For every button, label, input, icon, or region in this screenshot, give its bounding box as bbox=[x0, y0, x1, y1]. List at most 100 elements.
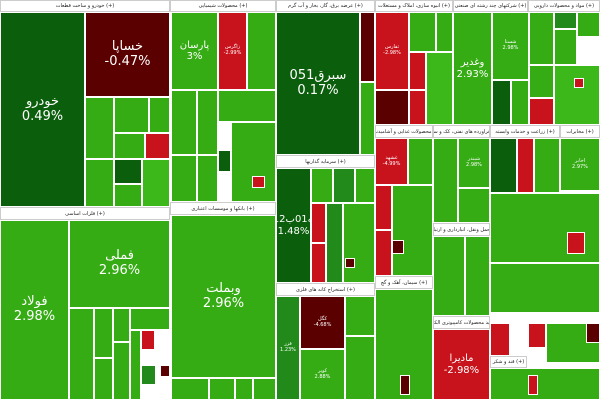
tile[interactable] bbox=[114, 159, 142, 184]
sector-header[interactable]: خودرو و ساخت قطعات (+) bbox=[0, 0, 170, 12]
tile[interactable] bbox=[554, 65, 600, 125]
tile[interactable] bbox=[171, 155, 197, 202]
tile[interactable] bbox=[392, 240, 404, 254]
tile-parsan[interactable]: پارسان 3% bbox=[171, 12, 218, 90]
tile[interactable] bbox=[113, 308, 130, 342]
tile-kavir[interactable]: کویر 2.88% bbox=[300, 349, 345, 400]
tile[interactable] bbox=[426, 52, 453, 125]
tile[interactable] bbox=[218, 150, 231, 172]
tile[interactable] bbox=[577, 12, 600, 37]
tile[interactable] bbox=[392, 185, 433, 276]
tile-kogol[interactable]: کگل -4.68% bbox=[300, 296, 345, 349]
tile[interactable] bbox=[436, 12, 453, 52]
tile[interactable] bbox=[171, 378, 209, 400]
sector-header[interactable]: فلزات اساسی (+) bbox=[0, 207, 170, 220]
tile-sbargh[interactable]: سبرق051 0.17% bbox=[276, 12, 360, 155]
tile[interactable] bbox=[343, 203, 375, 283]
tile[interactable] bbox=[529, 65, 554, 98]
tile[interactable] bbox=[375, 230, 392, 276]
tile[interactable] bbox=[490, 263, 600, 313]
tile[interactable] bbox=[171, 90, 197, 155]
tile-khodro[interactable]: خودرو 0.49% bbox=[0, 12, 85, 207]
tile[interactable] bbox=[567, 232, 585, 254]
tile[interactable] bbox=[517, 138, 534, 193]
tile[interactable] bbox=[114, 97, 149, 133]
tile[interactable] bbox=[574, 78, 584, 88]
tile[interactable] bbox=[554, 12, 577, 29]
tile[interactable] bbox=[247, 12, 276, 90]
tile[interactable] bbox=[465, 236, 490, 316]
tile[interactable] bbox=[511, 80, 529, 125]
tile[interactable] bbox=[253, 378, 276, 400]
tile[interactable] bbox=[529, 98, 554, 125]
sector-header[interactable]: عرضه برق، گاز، بخار و آب گرم (+) bbox=[276, 0, 375, 12]
tile[interactable] bbox=[141, 365, 156, 385]
tile-sekke[interactable]: سکه01ب03121.48% bbox=[276, 168, 311, 283]
sector-header[interactable]: تولید محصولات کامپیوتری الکترونیکی (+) bbox=[433, 316, 490, 329]
tile[interactable] bbox=[149, 97, 170, 133]
tile[interactable] bbox=[333, 168, 355, 203]
sector-header[interactable]: محصولات غذایی و آشامیدنی به (+) bbox=[375, 125, 433, 138]
tile[interactable] bbox=[355, 168, 375, 203]
sector-header[interactable]: شرکتهای چند رشته ای صنعتی (+) bbox=[453, 0, 528, 12]
tile[interactable] bbox=[409, 12, 436, 52]
tile[interactable] bbox=[345, 296, 375, 336]
tile[interactable] bbox=[85, 97, 114, 159]
tile[interactable] bbox=[145, 133, 170, 159]
tile-foolad[interactable]: فولاد 2.98% bbox=[0, 220, 69, 400]
tile[interactable] bbox=[218, 90, 276, 122]
tile[interactable] bbox=[197, 90, 218, 155]
tile-shasta[interactable]: شستا 2.98% bbox=[492, 12, 529, 80]
tile-ghshahd[interactable]: غشهد -4.99% bbox=[375, 138, 408, 185]
tile-madira[interactable]: مادیرا -2.98% bbox=[433, 329, 490, 400]
tile[interactable] bbox=[492, 80, 511, 125]
tile[interactable] bbox=[235, 378, 253, 400]
tile[interactable] bbox=[490, 323, 510, 356]
sector-header[interactable]: زراعت و خدمات وابسته (+) bbox=[490, 125, 560, 138]
tile[interactable] bbox=[326, 203, 343, 283]
tile[interactable] bbox=[409, 52, 426, 90]
tile[interactable] bbox=[130, 308, 170, 330]
tile[interactable] bbox=[409, 90, 426, 125]
tile[interactable] bbox=[360, 12, 375, 82]
tile[interactable] bbox=[554, 29, 577, 65]
tile[interactable] bbox=[345, 258, 355, 268]
tile[interactable] bbox=[433, 138, 458, 223]
sector-header[interactable]: استخراج کانه های فلزی (+) bbox=[276, 283, 375, 296]
sector-header[interactable]: حمل ونقل، انبارداری و ارتباطات (+) bbox=[433, 223, 490, 236]
tile[interactable] bbox=[311, 243, 326, 283]
tile[interactable] bbox=[311, 168, 333, 203]
tile[interactable] bbox=[197, 155, 218, 202]
tile[interactable] bbox=[69, 308, 94, 400]
tile[interactable] bbox=[231, 122, 276, 202]
tile[interactable] bbox=[528, 323, 546, 348]
tile-sfars[interactable]: ثفارس -2.98% bbox=[375, 12, 409, 90]
sector-header[interactable]: مواد و محصولات دارویی (+) bbox=[528, 0, 600, 12]
tile[interactable] bbox=[529, 12, 554, 65]
tile[interactable] bbox=[534, 138, 560, 193]
tile-khsapa[interactable]: خساپا -0.47% bbox=[85, 12, 170, 97]
tile-akhaber[interactable]: اخابر 2.97% bbox=[560, 138, 600, 191]
tile[interactable] bbox=[408, 138, 433, 185]
sector-header[interactable]: انبوه سازی، املاک و مستغلات (+) bbox=[375, 0, 453, 12]
tile[interactable] bbox=[94, 358, 113, 400]
tile-fazar[interactable]: فزر 1.23% bbox=[276, 296, 300, 400]
tile[interactable] bbox=[586, 323, 600, 343]
sector-header[interactable]: قند و شکر (+) bbox=[490, 356, 527, 368]
tile[interactable] bbox=[400, 375, 410, 395]
tile[interactable] bbox=[490, 368, 600, 400]
tile[interactable] bbox=[458, 188, 490, 223]
tile[interactable] bbox=[252, 176, 265, 188]
tile-vbmellat[interactable]: وبملت 2.96% bbox=[171, 215, 276, 378]
sector-header[interactable]: سیمان، آهک و گچ (+) bbox=[375, 276, 433, 289]
tile[interactable] bbox=[130, 330, 141, 400]
tile[interactable] bbox=[375, 90, 409, 125]
tile[interactable] bbox=[528, 375, 538, 395]
tile[interactable] bbox=[114, 133, 145, 159]
sector-header[interactable]: سرمایه گذاریها (+) bbox=[276, 155, 375, 168]
sector-header[interactable]: بانکها و موسسات اعتباری (+) bbox=[170, 202, 276, 215]
tile[interactable] bbox=[311, 203, 326, 243]
tile[interactable] bbox=[141, 330, 155, 350]
tile-fameli[interactable]: فملی 2.96% bbox=[69, 220, 170, 308]
sector-header[interactable]: فراورده های نفتی، کک و سوخت (+) bbox=[433, 125, 490, 138]
